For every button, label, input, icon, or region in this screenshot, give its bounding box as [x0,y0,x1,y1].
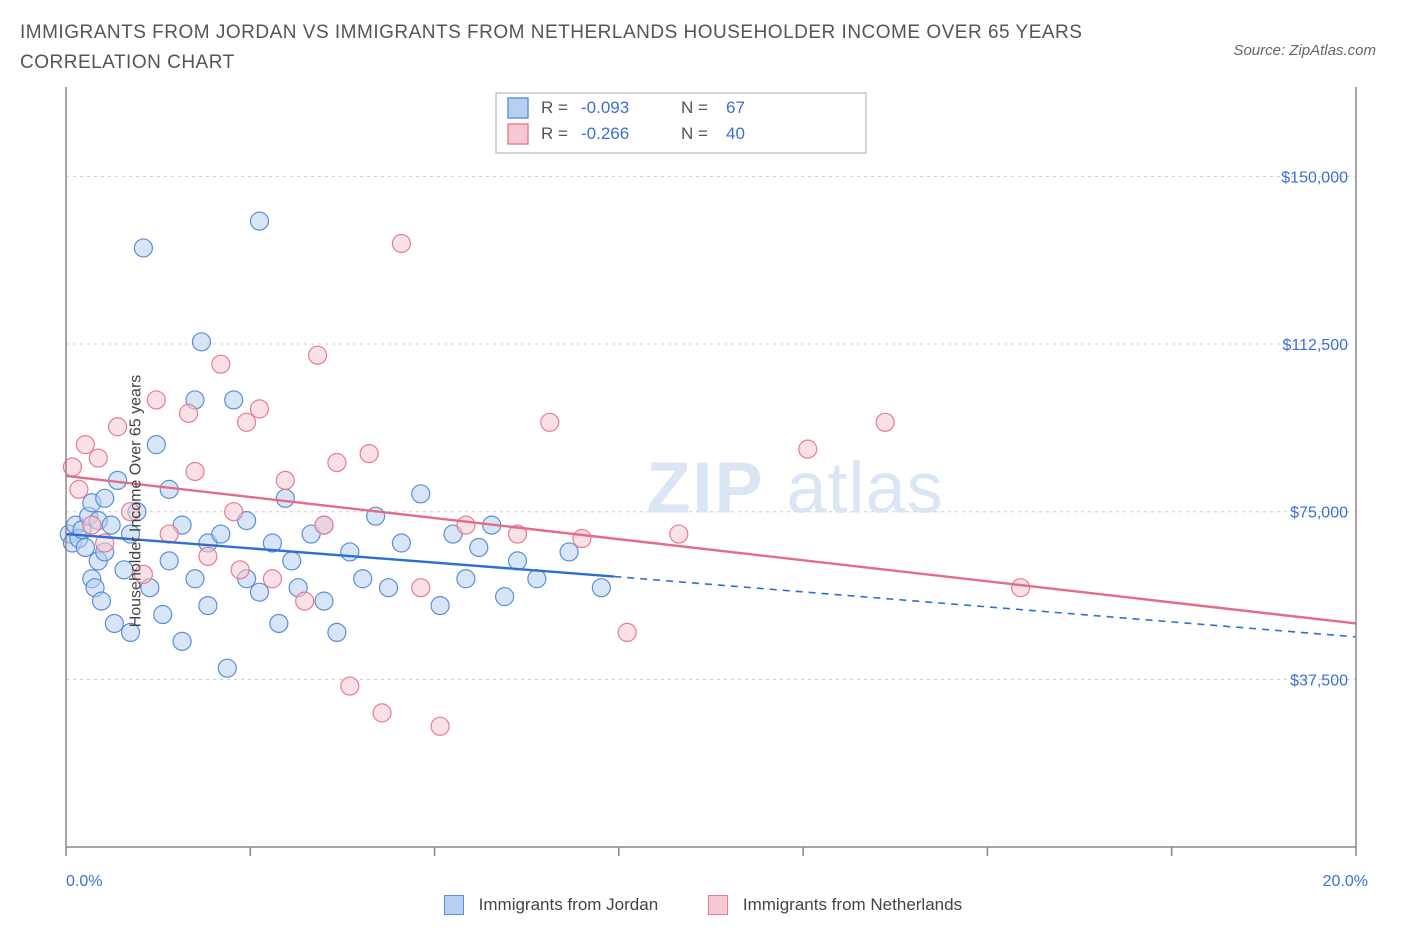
svg-text:$112,500: $112,500 [1282,337,1348,354]
svg-text:atlas: atlas [787,448,944,528]
legend-item-netherlands: Immigrants from Netherlands [708,895,962,916]
source-label: Source: ZipAtlas.com [1233,42,1376,59]
legend-label-netherlands: Immigrants from Netherlands [743,895,962,914]
header: IMMIGRANTS FROM JORDAN VS IMMIGRANTS FRO… [0,0,1406,87]
bottom-legend: Immigrants from Jordan Immigrants from N… [20,895,1386,916]
svg-text:-0.266: -0.266 [581,124,629,143]
scatter-chart: $37,500 $75,000 $112,500 $150,000 ZIP atlas R … [20,87,1380,871]
svg-text:R =: R = [541,124,568,143]
svg-text:$37,500: $37,500 [1290,672,1348,689]
svg-text:R =: R = [541,98,568,117]
svg-text:N =: N = [681,124,708,143]
legend-swatch-jordan [444,895,464,915]
y-axis-label: Householder Income Over 65 years [127,375,145,628]
svg-text:67: 67 [726,98,745,117]
x-max-label: 20.0% [1323,873,1368,891]
legend-label-jordan: Immigrants from Jordan [479,895,659,914]
chart-title: IMMIGRANTS FROM JORDAN VS IMMIGRANTS FRO… [20,18,1120,79]
svg-text:N =: N = [681,98,708,117]
svg-text:-0.093: -0.093 [581,98,629,117]
svg-text:40: 40 [726,124,745,143]
svg-text:ZIP: ZIP [647,448,765,528]
x-axis-end-labels: 0.0% 20.0% [20,871,1386,891]
svg-text:$75,000: $75,000 [1290,504,1348,521]
legend-item-jordan: Immigrants from Jordan [444,895,658,916]
svg-text:$150,000: $150,000 [1281,169,1348,186]
legend-swatch-netherlands [708,895,728,915]
x-min-label: 0.0% [66,873,102,891]
chart-container: Householder Income Over 65 years $37,500… [20,87,1386,916]
